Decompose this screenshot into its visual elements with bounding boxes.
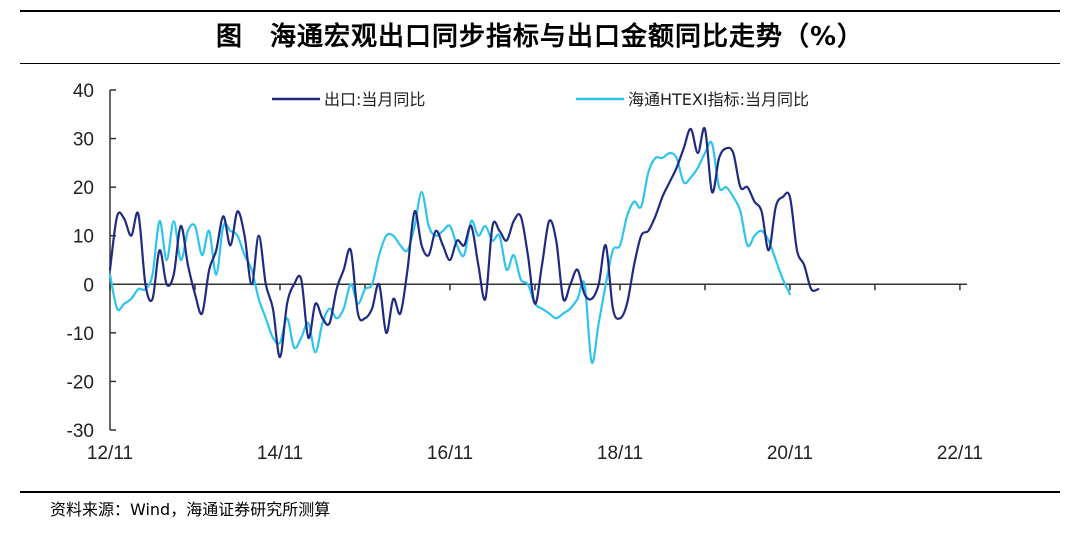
y-tick-label: -10 [67,324,94,345]
title-top-rule [20,10,1060,12]
series-layer [108,126,820,364]
legend-label: 海通HTEXI指标:当月同比 [628,90,809,109]
chart-title: 图 海通宏观出口同步指标与出口金额同比走势（%） [215,22,865,52]
footer-rule [20,491,1060,493]
series-line-htexi [108,140,791,364]
y-tick-label: -30 [67,421,94,442]
x-tick-label: 14/11 [257,443,303,464]
x-tick-label: 22/11 [937,443,983,464]
title-bottom-rule [20,63,1060,64]
x-tick-label: 18/11 [597,443,643,464]
y-tick-label: 40 [73,81,94,102]
y-tick-label: 10 [73,227,94,248]
y-tick-label: 0 [83,275,94,296]
x-tick-label: 20/11 [767,443,813,464]
x-tick-label: 16/11 [427,443,473,464]
y-tick-label: 30 [73,130,94,151]
line-chart: -30 -20 -10 0 10 20 30 40 12/11 14/11 16/11 18/11 20… [67,81,983,464]
legend-label: 出口:当月同比 [324,90,425,109]
source-note: 资料来源：Wind，海通证券研究所测算 [50,500,331,519]
x-tick-label: 12/11 [87,443,133,464]
y-tick-label: 20 [73,178,94,199]
y-tick-label: -20 [67,372,94,393]
axes: -30 -20 -10 0 10 20 30 40 12/11 14/11 16/11 18/11 20… [67,81,983,464]
legend: 出口:当月同比 海通HTEXI指标:当月同比 [272,90,809,109]
series-line-exports [108,126,820,359]
